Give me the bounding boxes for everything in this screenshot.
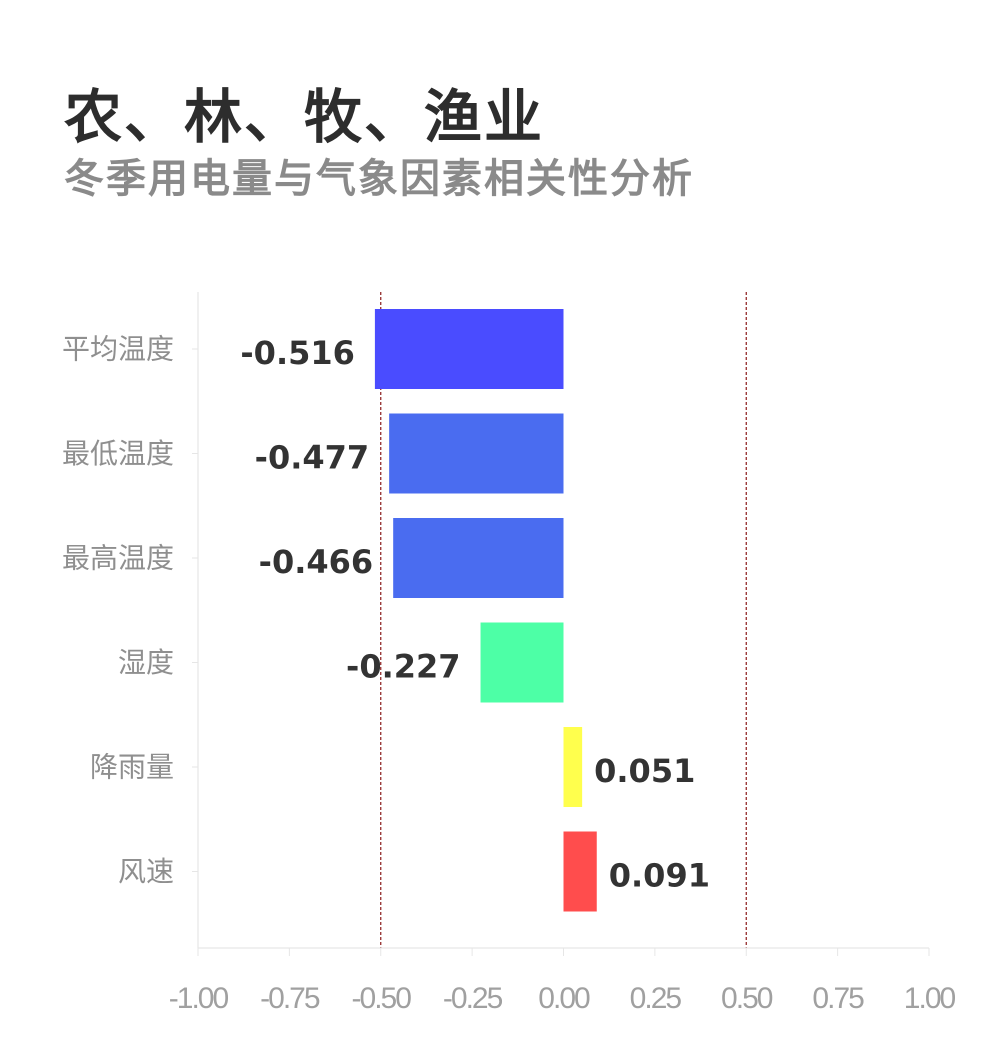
category-label: 平均温度 — [62, 333, 174, 366]
bar-3 — [393, 518, 564, 598]
chart-subtitle: 冬季用电量与气象因素相关性分析 — [64, 156, 694, 202]
category-label: 最低温度 — [62, 437, 174, 470]
bar-2 — [389, 413, 564, 494]
x-tick-label: 0.00 — [538, 982, 590, 1015]
data-label: -0.516 — [240, 334, 355, 372]
category-label: 最高温度 — [62, 542, 174, 575]
x-tick-label: -0.75 — [260, 982, 320, 1015]
data-label: -0.477 — [255, 439, 370, 477]
bar-5 — [563, 727, 583, 807]
x-tick-label: -1.00 — [169, 982, 229, 1015]
category-label: 湿度 — [118, 646, 174, 679]
data-label: -0.227 — [346, 648, 461, 686]
chart-title: 农、林、牧、渔业 — [64, 83, 545, 151]
bar-6 — [563, 831, 597, 912]
data-label: 0.051 — [594, 752, 695, 790]
bar-4 — [480, 622, 564, 703]
category-label: 风速 — [118, 855, 174, 888]
x-tick-label: 0.75 — [812, 982, 864, 1015]
x-tick-label: 0.25 — [630, 982, 682, 1015]
x-tick-label: 0.50 — [721, 982, 773, 1015]
data-label: -0.466 — [259, 543, 374, 581]
bar-1 — [374, 309, 564, 389]
category-label: 降雨量 — [90, 751, 174, 784]
x-tick-label: 1.00 — [904, 982, 956, 1015]
x-tick-label: -0.25 — [443, 982, 503, 1015]
x-tick-label: -0.50 — [352, 982, 412, 1015]
data-label: 0.091 — [609, 857, 710, 895]
